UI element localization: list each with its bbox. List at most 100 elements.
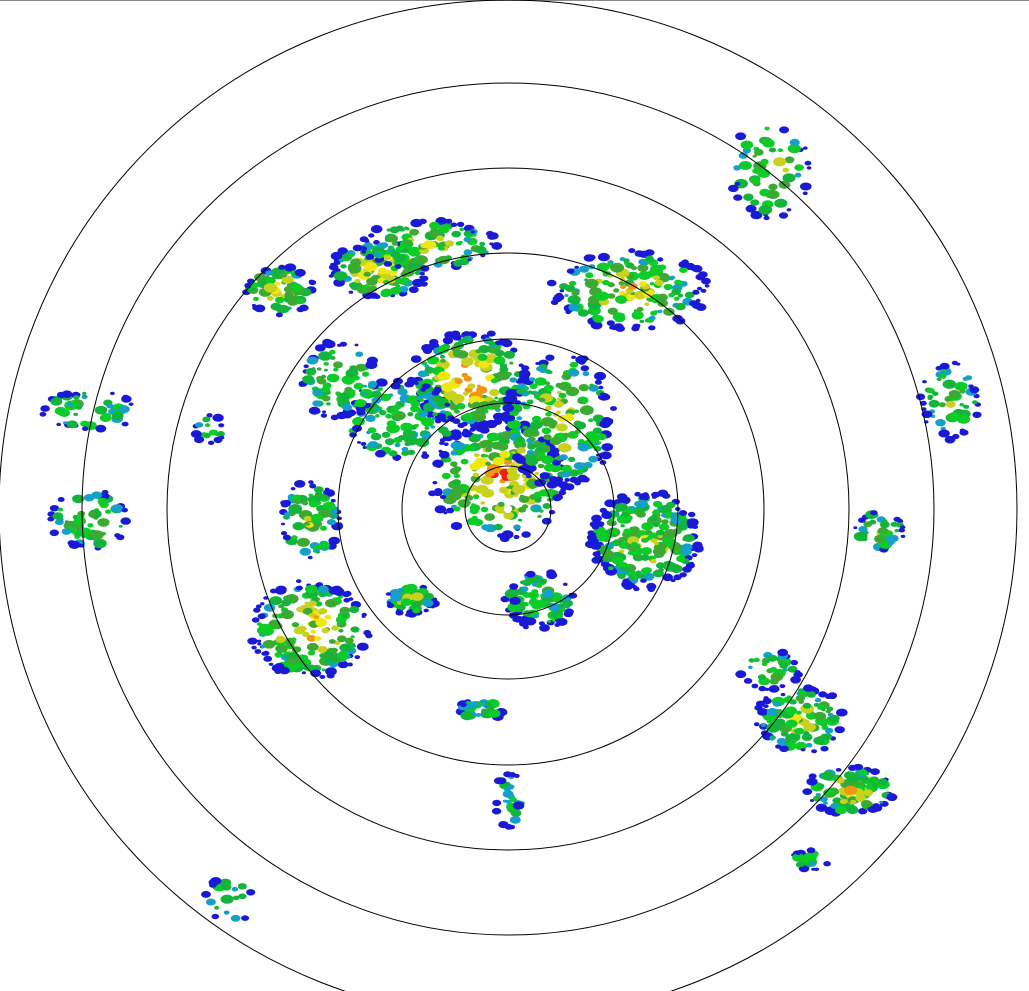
echo-cell: [779, 684, 786, 689]
echo-cell: [260, 644, 266, 649]
echo-cell: [293, 626, 305, 635]
echo-cell: [99, 501, 109, 509]
echo-cell: [55, 519, 64, 526]
echo-cell: [416, 408, 423, 413]
echo-cell: [308, 493, 314, 497]
echo-cell: [445, 458, 452, 463]
echo-cell: [743, 193, 754, 201]
echo-cell: [415, 437, 430, 448]
echo-cell: [365, 403, 371, 407]
echo-cell: [534, 377, 547, 386]
echo-cell: [564, 608, 574, 616]
echo-cell: [659, 523, 670, 531]
echo-cell: [293, 494, 301, 500]
echo-cell: [608, 566, 614, 571]
echo-cell: [629, 526, 640, 534]
echo-cell: [692, 289, 700, 295]
echo-cell: [644, 302, 650, 307]
echo-cell: [337, 635, 347, 643]
echo-cell: [766, 722, 781, 733]
echo-cell: [360, 441, 367, 446]
echo-cell: [502, 790, 514, 798]
echo-cell: [497, 501, 505, 507]
echo-cell: [402, 429, 414, 438]
echo-cell: [579, 265, 590, 273]
echo-cell: [339, 606, 351, 615]
echo-cell: [645, 255, 654, 262]
echo-cell: [678, 510, 688, 516]
echo-cell: [601, 511, 613, 519]
echo-cell: [644, 572, 655, 580]
echo-cell: [945, 400, 956, 408]
echo-cell: [601, 443, 613, 452]
echo-cell: [420, 265, 430, 272]
echo-cell: [508, 772, 516, 778]
echo-cell: [860, 792, 865, 796]
echo-cell: [231, 886, 239, 892]
echo-cell: [821, 733, 827, 737]
echo-cell: [66, 402, 73, 407]
echo-cell: [972, 400, 978, 405]
echo-cell: [349, 389, 356, 395]
echo-cell: [462, 391, 469, 396]
echo-cell: [780, 692, 786, 697]
echo-cell: [262, 650, 270, 656]
echo-cell: [275, 281, 281, 286]
echo-cell: [774, 198, 788, 208]
echo-cell: [512, 801, 525, 810]
echo-cell: [592, 414, 605, 423]
echo-cell: [91, 491, 102, 499]
echo-cell: [801, 733, 813, 741]
echo-cell: [330, 498, 336, 503]
echo-cell: [361, 612, 367, 617]
echo-cell: [522, 602, 529, 607]
echo-cell: [444, 240, 455, 247]
echo-cell: [454, 378, 463, 385]
echo-cell: [769, 678, 779, 685]
echo-cell: [399, 292, 405, 297]
echo-cell: [563, 413, 575, 422]
echo-cell: [398, 435, 406, 441]
echo-cell: [439, 494, 447, 500]
echo-cell: [568, 456, 576, 462]
echo-cell: [587, 254, 596, 261]
echo-cell: [479, 241, 486, 247]
echo-cell: [101, 413, 112, 420]
echo-cell: [480, 501, 486, 505]
echo-cell: [763, 215, 770, 221]
echo-cell: [613, 288, 620, 293]
echo-cell: [383, 261, 393, 267]
echo-cell: [517, 383, 527, 390]
echo-cell: [657, 309, 663, 314]
echo-cell: [858, 526, 868, 533]
echo-cell: [549, 424, 556, 429]
echo-cell: [580, 365, 590, 372]
echo-cell: [459, 702, 467, 708]
echo-cell: [453, 259, 463, 267]
echo-cell: [615, 514, 620, 518]
echo-cell: [522, 625, 529, 630]
echo-cell: [633, 510, 638, 514]
echo-cell: [773, 157, 787, 167]
echo-cell: [333, 278, 345, 287]
echo-cell: [652, 275, 661, 281]
echo-cell: [790, 659, 799, 666]
echo-cell: [784, 156, 795, 164]
echo-cell: [395, 609, 404, 616]
echo-cell: [284, 291, 294, 298]
echo-cell: [506, 472, 520, 481]
echo-cell: [752, 154, 757, 158]
echo-cell: [513, 524, 521, 530]
echo-cell: [494, 396, 499, 400]
echo-cell: [314, 492, 324, 500]
echo-cell: [283, 512, 291, 517]
echo-cell: [500, 431, 513, 440]
echo-cell: [220, 894, 234, 904]
echo-cell: [639, 319, 645, 323]
echo-cell: [494, 349, 505, 357]
echo-cell: [858, 517, 866, 523]
echo-cell: [582, 371, 590, 377]
echo-cell: [74, 535, 80, 539]
echo-cell: [449, 404, 459, 411]
echo-cell: [478, 345, 491, 354]
